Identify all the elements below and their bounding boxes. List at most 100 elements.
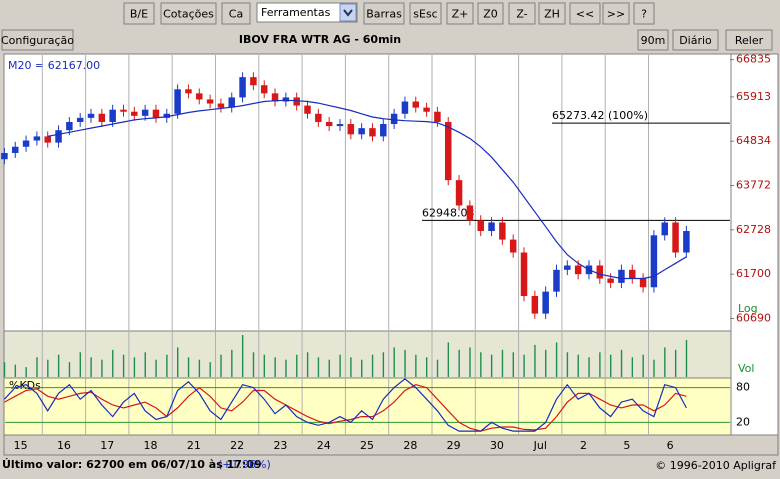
- toolbar-button[interactable]: [477, 2, 504, 25]
- candle-body: [531, 296, 539, 314]
- volume-bar: [415, 354, 417, 377]
- volume-bar: [425, 357, 428, 377]
- header-button-label[interactable]: Reler: [735, 34, 764, 47]
- volume-bar: [306, 352, 309, 377]
- candle-body: [412, 101, 420, 108]
- toolbar-button-label[interactable]: Z-: [516, 8, 527, 21]
- header-button-label[interactable]: Diário: [679, 34, 712, 47]
- x-tick-label: 29: [447, 439, 461, 452]
- candle-body: [11, 146, 19, 153]
- toolbar-button-label[interactable]: >>: [607, 8, 625, 21]
- stoch-d-line: [4, 384, 687, 432]
- header-button-label[interactable]: 90m: [641, 34, 666, 47]
- toolbar-button[interactable]: [409, 2, 442, 25]
- volume-bar: [133, 357, 136, 377]
- candle-body: [120, 109, 127, 112]
- candle-body: [55, 130, 62, 143]
- x-tick-label: 28: [403, 439, 417, 452]
- volume-bar: [534, 344, 536, 377]
- toolbar-button[interactable]: [446, 2, 474, 25]
- toolbar-button[interactable]: [538, 2, 566, 25]
- volume-bar: [588, 357, 590, 377]
- tools-select[interactable]: [256, 2, 358, 23]
- toolbar-button-label[interactable]: sEsc: [413, 8, 437, 21]
- toolbar-button-label[interactable]: Cotações: [163, 8, 214, 21]
- candle-body: [185, 89, 192, 94]
- x-tick-label: 21: [187, 439, 201, 452]
- copyright: © 1996-2010 Apligraf: [655, 459, 777, 472]
- volume-bar: [382, 352, 385, 377]
- toolbar-button-label[interactable]: <<: [576, 8, 594, 21]
- candle-body: [499, 222, 506, 240]
- y-tick-label: 66835: [736, 53, 771, 66]
- toolbar-button-label[interactable]: ?: [641, 8, 647, 21]
- level-label: 62948.03: [422, 206, 475, 219]
- stoch-tick-label: 20: [736, 415, 750, 428]
- volume-bar: [404, 349, 406, 377]
- toolbar-button[interactable]: [160, 2, 217, 25]
- volume-bar: [241, 335, 244, 377]
- candle-body: [683, 231, 690, 253]
- y-tick-label: 64834: [736, 134, 771, 147]
- volume-bar: [263, 354, 266, 377]
- config-button-label[interactable]: Configuração: [1, 34, 74, 47]
- toolbar-button[interactable]: [363, 2, 405, 25]
- volume-bar: [664, 347, 666, 377]
- volume-bar: [285, 359, 287, 377]
- toolbar-button-label[interactable]: Barras: [366, 8, 402, 21]
- candle-body: [206, 99, 214, 104]
- toolbar-button[interactable]: [569, 2, 601, 25]
- volume-bar: [577, 354, 579, 377]
- header-button[interactable]: [637, 29, 669, 51]
- candle-body: [390, 113, 398, 125]
- x-tick-label: 5: [623, 439, 630, 452]
- x-tick-label: 15: [14, 439, 28, 452]
- toolbar-button[interactable]: [602, 2, 630, 25]
- volume-bar: [480, 352, 482, 377]
- volume-bar: [166, 354, 168, 377]
- volume-bar: [101, 359, 103, 377]
- status-text: Último valor: 62700 em 06/07/10 às 17:09: [2, 458, 262, 471]
- x-tick-label: 24: [317, 439, 331, 452]
- volume-bar: [90, 357, 92, 377]
- stoch-panel: [3, 377, 732, 436]
- price-panel: [3, 53, 732, 332]
- volume-bar: [328, 359, 330, 377]
- candle-body: [152, 109, 160, 118]
- x-tick-label: 6: [667, 439, 674, 452]
- candle-body: [553, 269, 560, 292]
- candle-body: [228, 97, 235, 108]
- toolbar-button-label[interactable]: ZH: [544, 8, 560, 21]
- volume-bar: [555, 342, 558, 377]
- candle-body: [488, 222, 495, 232]
- select-arrow[interactable]: [339, 3, 357, 22]
- volume-bar: [187, 357, 190, 377]
- toolbar-button-label[interactable]: Z+: [452, 8, 469, 21]
- header-button[interactable]: [725, 29, 773, 51]
- config-button[interactable]: [1, 29, 74, 51]
- toolbar-button-label[interactable]: B/E: [130, 8, 148, 21]
- toolbar-button[interactable]: [508, 2, 536, 25]
- candle-body: [22, 140, 30, 147]
- candle-body: [477, 220, 484, 232]
- toolbar-button[interactable]: [123, 2, 155, 25]
- header-button[interactable]: [672, 29, 719, 51]
- toolbar-button[interactable]: [633, 2, 655, 25]
- volume-bar: [393, 347, 395, 377]
- volume-bar: [620, 349, 623, 377]
- volume-bar: [458, 349, 460, 377]
- tools-select-label[interactable]: Ferramentas: [261, 6, 331, 19]
- toolbar-button-label[interactable]: Ca: [229, 8, 243, 21]
- x-tick-label: 30: [490, 439, 504, 452]
- volume-bar: [490, 354, 493, 377]
- volume-bar: [674, 349, 677, 377]
- toolbar-button-label[interactable]: Z0: [483, 8, 498, 21]
- candle-body: [250, 77, 257, 86]
- volume-bar: [144, 352, 146, 377]
- volume-bar: [274, 357, 276, 377]
- toolbar-button[interactable]: [221, 2, 251, 25]
- candle-body: [650, 235, 658, 288]
- volume-bar: [57, 354, 60, 377]
- candle-body: [325, 121, 333, 127]
- candle-body: [358, 128, 365, 135]
